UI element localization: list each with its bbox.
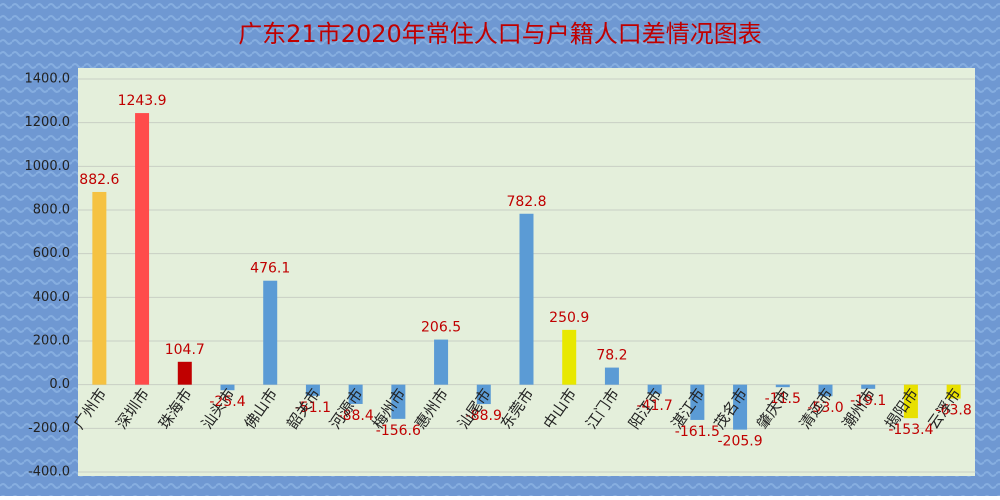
bar — [861, 384, 876, 389]
value-label: -63.8 — [936, 403, 972, 419]
y-tick-label: 600.0 — [33, 246, 70, 261]
bar — [604, 367, 619, 385]
bar — [476, 384, 491, 405]
bar — [903, 384, 918, 419]
y-tick-label: 0.0 — [49, 377, 70, 392]
bar — [946, 384, 961, 399]
value-label: 1243.9 — [118, 93, 167, 109]
value-label: -11.5 — [765, 391, 801, 407]
value-label: -88.4 — [338, 408, 374, 424]
bar — [177, 361, 192, 385]
y-tick-label: 400.0 — [33, 290, 70, 305]
chart-title: 广东21市2020年常住人口与户籍人口差情况图表 — [238, 20, 762, 48]
bar — [263, 280, 278, 385]
value-label: -53.0 — [807, 400, 843, 416]
value-label: 476.1 — [250, 261, 290, 277]
value-label: 206.5 — [421, 320, 461, 336]
value-label: -25.4 — [209, 394, 245, 410]
bar — [135, 113, 150, 385]
value-label: -156.6 — [376, 423, 421, 439]
y-tick-label: 1400.0 — [25, 72, 71, 87]
bar — [775, 384, 790, 388]
value-label: -41.7 — [637, 398, 673, 414]
value-label: 104.7 — [165, 342, 205, 358]
bar — [690, 384, 705, 420]
value-label: 882.6 — [79, 172, 119, 188]
value-label: 250.9 — [549, 310, 589, 326]
y-tick-label: -200.0 — [28, 421, 70, 436]
y-tick-label: 800.0 — [33, 203, 70, 218]
bar — [305, 384, 320, 396]
bar — [220, 384, 235, 391]
value-label: -19.1 — [850, 393, 886, 409]
value-label: -51.1 — [295, 400, 331, 416]
value-label: -88.9 — [466, 408, 502, 424]
bar — [391, 384, 406, 419]
y-tick-label: 1000.0 — [25, 159, 71, 174]
value-label: -161.5 — [675, 424, 720, 440]
value-label: 782.8 — [506, 194, 546, 210]
bar — [647, 384, 662, 394]
bar — [562, 329, 577, 385]
y-tick-label: -400.0 — [28, 465, 70, 480]
y-tick-label: 200.0 — [33, 334, 70, 349]
bar — [733, 384, 748, 430]
bar — [348, 384, 363, 404]
value-label: -205.9 — [718, 434, 763, 450]
value-label: 78.2 — [596, 348, 627, 364]
bar — [519, 213, 534, 385]
value-label: -153.4 — [888, 422, 933, 438]
bar — [818, 384, 833, 397]
bar — [434, 339, 449, 385]
bar — [92, 191, 107, 385]
y-tick-label: 1200.0 — [25, 115, 71, 130]
